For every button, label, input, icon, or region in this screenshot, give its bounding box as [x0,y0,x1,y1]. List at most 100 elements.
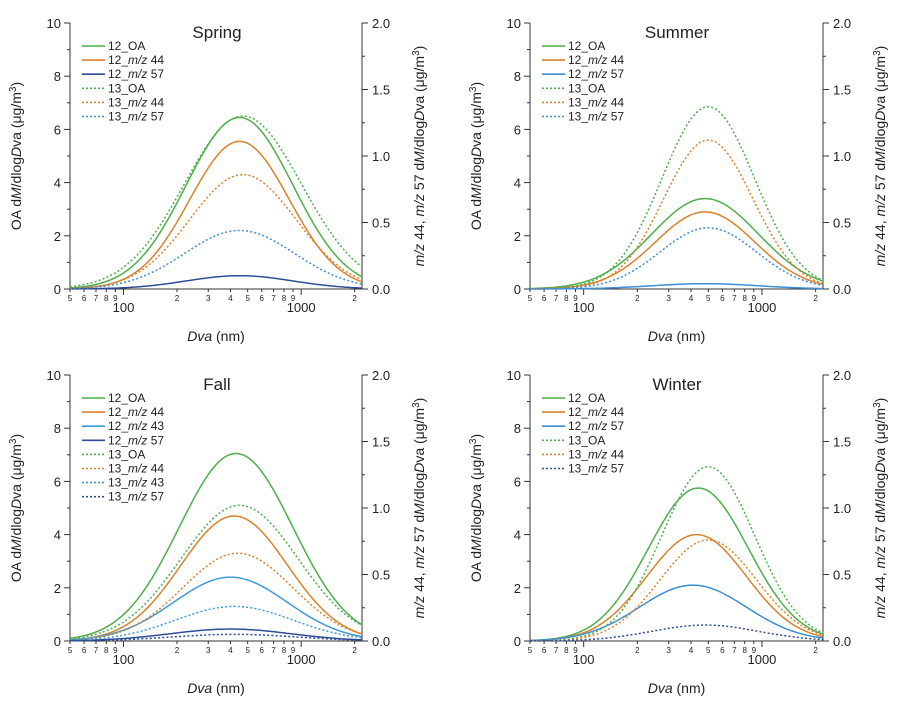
left-y-tick-label: 4 [514,528,521,543]
left-y-tick-label: 6 [514,474,521,489]
series-line-12-m-z-44 [530,211,824,290]
x-minor-tick-label: 5 [528,294,533,303]
left-y-tick-label: 2 [54,229,61,244]
legend-label: 12_m/z 57 [108,67,164,81]
left-y-tick-label: 10 [507,16,521,31]
right-y-axis-title: m/z 44, m/z 57 dM/dlogDva (μg/m3) [872,398,889,619]
legend-label: 12_OA [568,39,605,53]
right-y-tick-label: 1.5 [372,83,390,98]
right-y-tick-label: 1.0 [833,501,851,516]
x-minor-tick-label: 5 [528,646,533,655]
series-line-12-m-z-44 [529,533,824,642]
legend-label: 13_m/z 44 [568,95,624,109]
x-minor-tick-label: 4 [689,294,694,303]
right-y-tick-label: 1.0 [372,501,390,516]
x-minor-tick-label: 9 [752,646,757,655]
x-minor-tick-label: 7 [732,646,737,655]
left-y-tick-label: 4 [514,176,521,191]
right-y-tick-label: 0.5 [372,216,390,231]
right-y-tick-label: 0.0 [372,282,390,297]
x-minor-tick-label: 6 [82,294,87,303]
legend-label: 12_m/z 57 [568,67,624,81]
left-y-axis-title: OA dM/dlogDva (μg/m3) [8,82,25,230]
series-line-12-m-z-44 [69,140,363,290]
series-line-13-m-z-44 [529,139,824,290]
series-line-13-oa [69,115,363,288]
series-line-13-oa [69,504,363,640]
x-minor-tick-label: 7 [94,294,99,303]
left-y-tick-label: 10 [507,368,521,383]
x-minor-tick-label: 6 [720,294,725,303]
series-line-12-oa [69,452,363,640]
left-y-tick-label: 0 [514,282,521,297]
series-line-13-m-z-44 [69,173,363,290]
x-axis-title: Dva (nm) [648,328,706,344]
left-y-tick-label: 6 [514,122,521,137]
x-minor-tick-label: 8 [564,646,569,655]
legend-label: 13_m/z 44 [108,95,164,109]
x-major-tick-label: 100 [113,300,135,315]
x-minor-tick-label: 9 [113,646,118,655]
right-y-tick-label: 0.0 [372,634,390,649]
x-minor-tick-label: 8 [282,646,287,655]
x-minor-tick-label: 9 [113,294,118,303]
x-minor-tick-label: 7 [94,646,99,655]
x-minor-tick-label: 8 [104,646,109,655]
left-y-axis-title: OA dM/dlogDva (μg/m3) [468,434,485,582]
x-minor-tick-label: 2 [352,294,357,303]
series-line-12-m-z-57 [70,628,363,642]
x-minor-tick-label: 5 [245,646,250,655]
left-y-tick-label: 10 [47,16,61,31]
right-y-tick-label: 1.5 [372,435,390,450]
right-y-axis-title: m/z 44, m/z 57 dM/dlogDva (μg/m3) [411,46,428,267]
x-axis-title: Dva (nm) [187,680,245,696]
x-minor-tick-label: 8 [742,294,747,303]
legend-label: 12_m/z 57 [108,433,164,447]
left-y-tick-label: 0 [54,282,61,297]
right-y-tick-label: 1.0 [833,149,851,164]
x-minor-tick-label: 2 [813,294,818,303]
right-y-axis-title: m/z 44, m/z 57 dM/dlogDva (μg/m3) [411,398,428,619]
legend-label: 13_m/z 57 [108,490,164,504]
x-minor-tick-label: 6 [542,646,547,655]
left-y-tick-label: 10 [47,368,61,383]
x-major-tick-label: 100 [573,652,595,667]
x-minor-tick-label: 3 [667,646,672,655]
x-minor-tick-label: 8 [564,294,569,303]
right-y-tick-label: 1.0 [372,149,390,164]
x-minor-tick-label: 7 [732,294,737,303]
x-minor-tick-label: 7 [271,646,276,655]
x-minor-tick-label: 5 [706,646,711,655]
left-y-tick-label: 8 [514,69,521,84]
left-y-axis-title: OA dM/dlogDva (μg/m3) [8,434,25,582]
x-minor-tick-label: 8 [104,294,109,303]
x-minor-tick-label: 5 [68,646,73,655]
series-line-12-oa [529,487,824,642]
series-line-13-oa [530,466,824,642]
x-minor-tick-label: 9 [291,646,296,655]
x-major-tick-label: 1000 [287,300,316,315]
x-minor-tick-label: 2 [175,294,180,303]
series-line-12-oa [529,197,824,290]
legend-label: 13_OA [568,81,605,95]
legend-label: 13_m/z 44 [108,462,164,476]
right-y-tick-label: 0.0 [833,634,851,649]
series-line-12-m-z-43 [69,576,363,641]
series-line-12-oa [69,116,363,289]
panel-title: Fall [203,375,230,394]
x-minor-tick-label: 9 [573,646,578,655]
x-minor-tick-label: 3 [667,294,672,303]
legend-label: 13_m/z 57 [108,110,164,124]
x-major-tick-label: 1000 [287,652,316,667]
left-y-tick-label: 0 [514,634,521,649]
right-y-tick-label: 0.5 [833,568,851,583]
x-minor-tick-label: 3 [206,646,211,655]
legend-label: 12_m/z 44 [108,53,164,67]
series-line-13-m-z-57 [69,229,363,290]
x-minor-tick-label: 5 [706,294,711,303]
